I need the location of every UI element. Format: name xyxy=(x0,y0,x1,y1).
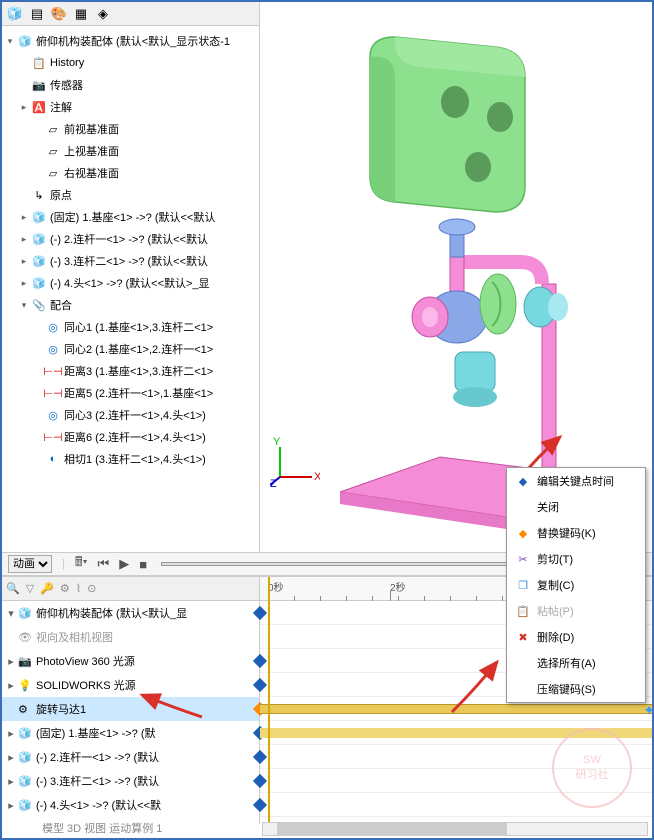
menu-item: 📋粘帖(P) xyxy=(507,598,645,624)
tree-item[interactable]: ▸🧊(-) 3.连杆二<1> ->? (默认<<默认 xyxy=(4,250,257,272)
motion-mode-select[interactable]: 动画 xyxy=(8,555,52,573)
tl-root[interactable]: ▾🧊俯仰机构装配体 (默认<默认_显 xyxy=(2,601,259,625)
tree-item[interactable]: ⊢⊣距离6 (2.连杆一<1>,4.头<1>) xyxy=(4,426,257,448)
motor-small-icon[interactable]: ⚙ xyxy=(60,582,70,595)
timeline-tree: 🔍 ▽ 🔑 ⚙ ⌇ ⊙ ▾🧊俯仰机构装配体 (默认<默认_显👁视向及相机视图▸📷… xyxy=(2,577,260,824)
stop-icon[interactable]: ■ xyxy=(139,557,147,572)
axis-triad-icon: Y X Z xyxy=(270,437,320,487)
tree-item[interactable]: ◎同心2 (1.基座<1>,2.连杆一<1> xyxy=(4,338,257,360)
tl-item[interactable]: ▸💡SOLIDWORKS 光源 xyxy=(2,673,259,697)
tree-root[interactable]: ▾🧊俯仰机构装配体 (默认<默认_显示状态-1 xyxy=(4,30,257,52)
menu-item[interactable]: ❐复制(C) xyxy=(507,572,645,598)
tree-item[interactable]: ▱右视基准面 xyxy=(4,162,257,184)
tab-appearance-icon[interactable]: 🎨 xyxy=(50,5,68,23)
tree-item[interactable]: ↳原点 xyxy=(4,184,257,206)
tree-item[interactable]: ⊢⊣距离3 (1.基座<1>,3.连杆二<1> xyxy=(4,360,257,382)
bottom-tabs[interactable]: 模型 3D 视图 运动算例 1 xyxy=(42,820,162,836)
menu-item[interactable]: ◆替换键码(K) xyxy=(507,520,645,546)
tree-item[interactable]: 📷传感器 xyxy=(4,74,257,96)
tl-item[interactable]: ▸🧊(-) 3.连杆二<1> ->? (默认 xyxy=(2,769,259,793)
svg-text:Z: Z xyxy=(270,478,277,487)
play-icon[interactable]: ▶ xyxy=(119,556,129,572)
menu-item[interactable]: ◆编辑关键点时间 xyxy=(507,468,645,494)
menu-item[interactable]: 关闭 xyxy=(507,494,645,520)
tree-item[interactable]: ▱上视基准面 xyxy=(4,140,257,162)
menu-item[interactable]: 压缩键码(S) xyxy=(507,676,645,702)
tree-item[interactable]: ◐相切1 (3.连杆二<1>,4.头<1>) xyxy=(4,448,257,470)
play-start-icon[interactable]: ⏮ xyxy=(97,556,109,572)
tab-render-icon[interactable]: ▦ xyxy=(72,5,90,23)
tl-item[interactable]: 👁视向及相机视图 xyxy=(2,625,259,649)
funnel-icon[interactable]: ▽ xyxy=(26,582,34,595)
svg-text:Y: Y xyxy=(273,437,281,448)
feature-tree: 🧊 ▤ 🎨 ▦ ◈ ▾🧊俯仰机构装配体 (默认<默认_显示状态-1📋Histor… xyxy=(2,2,260,552)
filter-icon[interactable]: 🔍 xyxy=(6,582,20,595)
context-menu: ◆编辑关键点时间关闭◆替换键码(K)✂剪切(T)❐复制(C)📋粘帖(P)✖删除(… xyxy=(506,467,646,703)
tree-item[interactable]: ◎同心1 (1.基座<1>,3.连杆二<1> xyxy=(4,316,257,338)
tl-item[interactable]: ⚙旋转马达1 xyxy=(2,697,259,721)
playhead[interactable] xyxy=(268,577,270,824)
tl-item[interactable]: ▸📷PhotoView 360 光源 xyxy=(2,649,259,673)
tree-tabs: 🧊 ▤ 🎨 ▦ ◈ xyxy=(2,2,259,26)
tree-item[interactable]: ▸🧊(-) 2.连杆一<1> ->? (默认<<默认 xyxy=(4,228,257,250)
contact-icon[interactable]: ⊙ xyxy=(87,582,96,595)
tl-item[interactable]: ▸🧊(固定) 1.基座<1> ->? (默 xyxy=(2,721,259,745)
spring-icon[interactable]: ⌇ xyxy=(76,582,81,595)
calc-icon[interactable]: 🖩▾ xyxy=(75,553,88,575)
menu-item[interactable]: ✖删除(D) xyxy=(507,624,645,650)
scrollbar-h[interactable] xyxy=(262,822,648,836)
key-icon[interactable]: 🔑 xyxy=(40,582,54,595)
tab-hide-icon[interactable]: ▤ xyxy=(28,5,46,23)
tree-item[interactable]: ▱前视基准面 xyxy=(4,118,257,140)
watermark: SW 研习社 xyxy=(552,728,632,808)
tree-item[interactable]: ◎同心3 (2.连杆一<1>,4.头<1>) xyxy=(4,404,257,426)
tree-item[interactable]: ▸🧊(固定) 1.基座<1> ->? (默认<<默认 xyxy=(4,206,257,228)
menu-item[interactable]: 选择所有(A) xyxy=(507,650,645,676)
tree-item[interactable]: ▸🅰️注解 xyxy=(4,96,257,118)
tree-item[interactable]: ⊢⊣距离5 (2.连杆一<1>,1.基座<1> xyxy=(4,382,257,404)
tl-item[interactable]: ▸🧊(-) 2.连杆一<1> ->? (默认 xyxy=(2,745,259,769)
tree-item[interactable]: ▸🧊(-) 4.头<1> ->? (默认<<默认>_显 xyxy=(4,272,257,294)
tab-assembly-icon[interactable]: 🧊 xyxy=(6,5,24,23)
tree-item[interactable]: ▾📎配合 xyxy=(4,294,257,316)
tree-item[interactable]: 📋History xyxy=(4,52,257,74)
menu-item[interactable]: ✂剪切(T) xyxy=(507,546,645,572)
tl-item[interactable]: ▸🧊(-) 4.头<1> ->? (默认<<默 xyxy=(2,793,259,817)
tab-layer-icon[interactable]: ◈ xyxy=(94,5,112,23)
svg-text:X: X xyxy=(314,471,320,483)
